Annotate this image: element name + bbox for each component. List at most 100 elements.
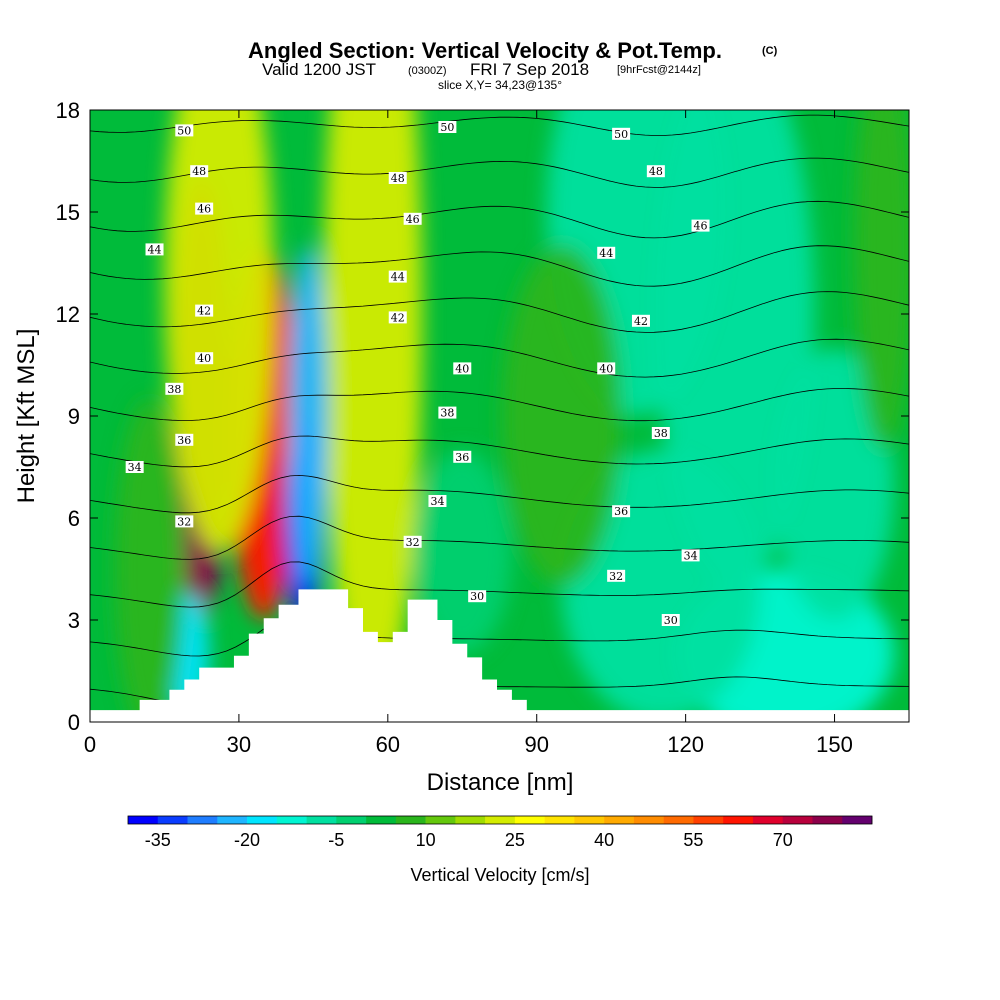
colorbar-swatch [247,816,278,824]
theta-label-text: 32 [406,536,420,549]
theta-label: 42 [631,314,650,328]
theta-label-text: 34 [128,461,142,474]
theta-contour [90,338,909,378]
theta-label-text: 46 [694,220,708,233]
theta-label: 42 [195,304,214,318]
theta-label: 44 [388,270,407,284]
theta-label-text: 36 [177,434,191,447]
theta-label: 36 [453,450,472,464]
theta-contour [90,245,909,287]
theta-contour [90,561,909,608]
theta-label: 40 [195,352,214,365]
colorbar-frame [127,815,873,825]
theta-label: 30 [661,614,680,627]
theta-label: 34 [681,549,700,562]
theta-label: 38 [651,427,670,440]
theta-label: 50 [438,121,457,134]
colorbar-swatch [217,816,248,824]
y-tick-label: 18 [56,98,80,123]
theta-label: 32 [175,515,194,528]
theta-label-text: 34 [430,495,444,508]
theta-contour [90,388,909,422]
theta-label: 46 [195,202,214,216]
theta-label-text: 44 [148,243,162,256]
theta-label-text: 42 [391,311,405,324]
x-axis-title: Distance [nm] [427,769,574,796]
colorbar-swatch [276,816,307,824]
x-tick-label: 120 [667,732,704,757]
velocity-cell [288,246,329,586]
colorbar: -35 -20 -5 10 25 40 55 70 [127,815,873,850]
x-tick-label: 30 [227,732,251,757]
theta-contours [90,114,909,707]
theta-label-text: 50 [440,121,454,134]
colorbar-swatch [693,816,724,824]
theta-label-text: 40 [599,362,613,375]
colorbar-label: -20 [234,830,260,850]
theta-label-text: 32 [609,570,623,583]
colorbar-swatch [455,816,486,824]
theta-label: 34 [428,495,447,508]
colorbar-label: -5 [328,830,344,850]
colorbar-swatch [574,816,605,824]
theta-contour [90,157,909,188]
theta-label-text: 30 [470,590,484,603]
theta-label: 32 [403,535,422,549]
theta-label-text: 48 [649,165,663,178]
velocity-cell [561,450,761,722]
forecast-info: [9hrFcst@2144z] [617,64,701,76]
theta-label: 34 [125,461,144,474]
colorbar-label: 40 [594,830,614,850]
theta-contour [90,200,909,239]
theta-label: 50 [175,124,194,137]
y-tick-label: 9 [68,404,80,429]
theta-label-text: 36 [455,451,469,464]
colorbar-swatch [782,816,813,824]
plot-area: 50 48 46 44 42 40 38 36 34 32 50 48 46 44 42 40 38 36 34 32… [90,110,909,722]
colorbar-title: Vertical Velocity [cm/s] [410,865,589,885]
theta-label: 30 [468,590,487,603]
theta-label-text: 48 [391,172,405,185]
valid-zulu: (0300Z) [408,65,447,77]
colorbar-swatch [485,816,516,824]
colorbar-swatch [395,816,426,824]
theta-label-text: 30 [664,614,678,627]
terrain [90,589,909,722]
theta-label-text: 42 [197,305,211,318]
valid-line: Valid 1200 JST (0300Z) FRI 7 Sep 2018 [9… [262,60,701,79]
theta-label-text: 40 [455,362,469,375]
velocity-cell [114,399,185,722]
theta-label: 38 [165,382,184,396]
colorbar-swatch [663,816,694,824]
colorbar-swatch [633,816,664,824]
theta-label: 40 [453,362,472,375]
theta-contour [90,475,909,514]
theta-label-text: 46 [406,213,420,226]
theta-contour [90,515,909,560]
colorbar-swatch [187,816,218,824]
theta-label: 32 [607,569,626,583]
theta-label-text: 50 [614,128,628,141]
colorbar-swatch [752,816,784,824]
velocity-cell [501,246,622,586]
colorbar-swatch [514,816,545,824]
valid-date: FRI 7 Sep 2018 [470,60,589,79]
colorbar-swatch [366,816,397,824]
theta-label: 36 [612,505,631,518]
vertical-velocity-field [114,110,909,722]
colorbar-swatch [425,816,456,824]
theta-label-text: 38 [440,407,454,420]
theta-label-text: 42 [634,315,648,328]
colorbar-swatch [306,816,337,824]
colorbar-label: 70 [773,830,793,850]
colorbar-swatch [723,816,754,824]
theta-label-text: 40 [197,352,211,365]
colorbar-swatch [604,816,635,824]
x-tick-label: 0 [84,732,96,757]
theta-label: 36 [175,433,194,447]
theta-label-text: 44 [599,247,613,260]
theta-contour [90,435,909,468]
colorbar-label: 25 [505,830,525,850]
y-tick-label: 6 [68,506,80,531]
